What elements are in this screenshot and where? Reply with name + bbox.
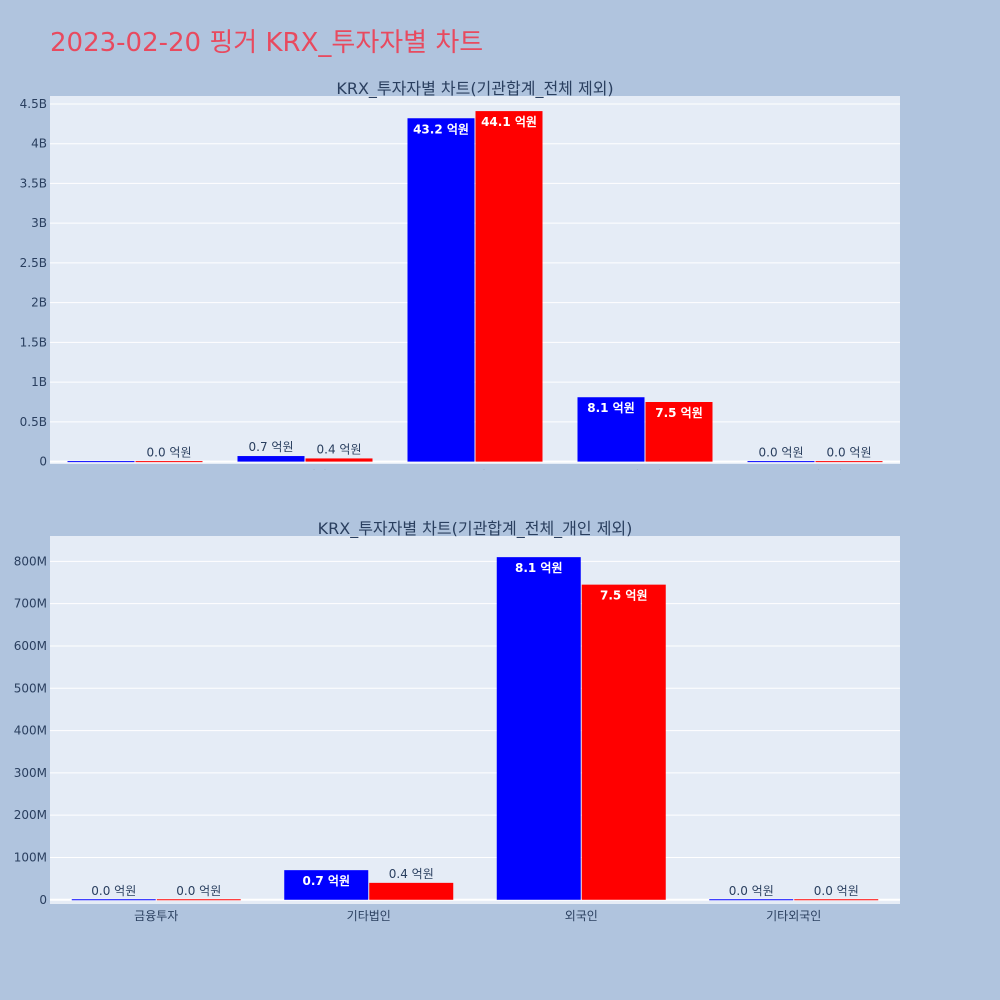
data-label: 7.5 억원 [655,406,703,420]
data-label: 0.0 억원 [814,884,859,898]
y-tick-label: 1.5B [20,335,47,349]
x-tick-label: 기타법인 [283,469,327,470]
data-label: 8.1 억원 [587,401,635,415]
y-tick-label: 200M [14,808,47,822]
y-tick-label: 3B [31,216,47,230]
y-tick-label: 600M [14,639,47,653]
x-tick-label: 개인 [464,469,486,470]
chart-2: 0 100M 200M 300M 400M 500M 600M 700M 800M KRX_투자자… [14,519,900,923]
bar [305,458,373,462]
y-tick-label: 500M [14,681,47,695]
chart-1: 0 0.5B 1B 1.5B 2B 2.5B 3B 3.5B 4B 4.5B KRX_투자자별 차트… [20,79,900,470]
data-label: 0.0 억원 [729,884,774,898]
data-label: 43.2 억원 [413,122,469,136]
y-tick-label: 2B [31,296,47,310]
bar [237,456,305,462]
chart-title: KRX_투자자별 차트(기관합계_전체 제외) [336,79,613,99]
y-tick-label: 0 [39,455,47,469]
x-tick-label: 금융투자 [113,469,157,470]
bar [645,402,713,462]
data-label: 0.0 억원 [176,884,221,898]
x-tick-label: 외국인 [565,909,598,923]
x-tick-label: 금융투자 [134,909,178,923]
y-tick-label: 4B [31,137,47,151]
y-tick-label: 400M [14,724,47,738]
bar [581,584,666,900]
data-label: 8.1 억원 [515,561,563,575]
data-label: 0.7 억원 [302,874,350,888]
data-label: 0.4 억원 [389,867,434,881]
bar [577,397,645,462]
y-tick-label: 2.5B [20,256,47,270]
y-tick-label: 0 [39,893,47,907]
data-label: 0.0 억원 [759,446,804,460]
data-label: 7.5 억원 [600,589,648,603]
bar [284,870,369,900]
plot-area [50,536,900,904]
y-tick-label: 3.5B [20,176,47,190]
bar [369,882,454,900]
data-label: 0.0 억원 [91,884,136,898]
y-tick-label: 300M [14,766,47,780]
y-tick-label: 4.5B [20,97,47,111]
x-tick-label: 외국인 [628,469,661,470]
data-label: 0.0 억원 [147,446,192,460]
chart-title: KRX_투자자별 차트(기관합계_전체_개인 제외) [318,519,633,539]
plot-area [50,96,900,464]
y-tick-label: 800M [14,554,47,568]
x-tick-label: 기타법인 [347,909,391,923]
y-tick-label: 100M [14,850,47,864]
page-title: 2023-02-20 핑거 KRX_투자자별 차트 [50,28,484,58]
bar [496,557,581,900]
x-tick-label: 기타외국인 [787,469,842,470]
y-tick-label: 700M [14,597,47,611]
x-tick-label: 기타외국인 [766,909,821,923]
y-tick-label: 1B [31,375,47,389]
bar [475,111,543,462]
data-label: 44.1 억원 [481,115,537,129]
y-tick-label: 0.5B [20,415,47,429]
data-label: 0.7 억원 [249,440,294,454]
bar [407,118,475,462]
data-label: 0.0 억원 [827,446,872,460]
data-label: 0.4 억원 [317,442,362,456]
